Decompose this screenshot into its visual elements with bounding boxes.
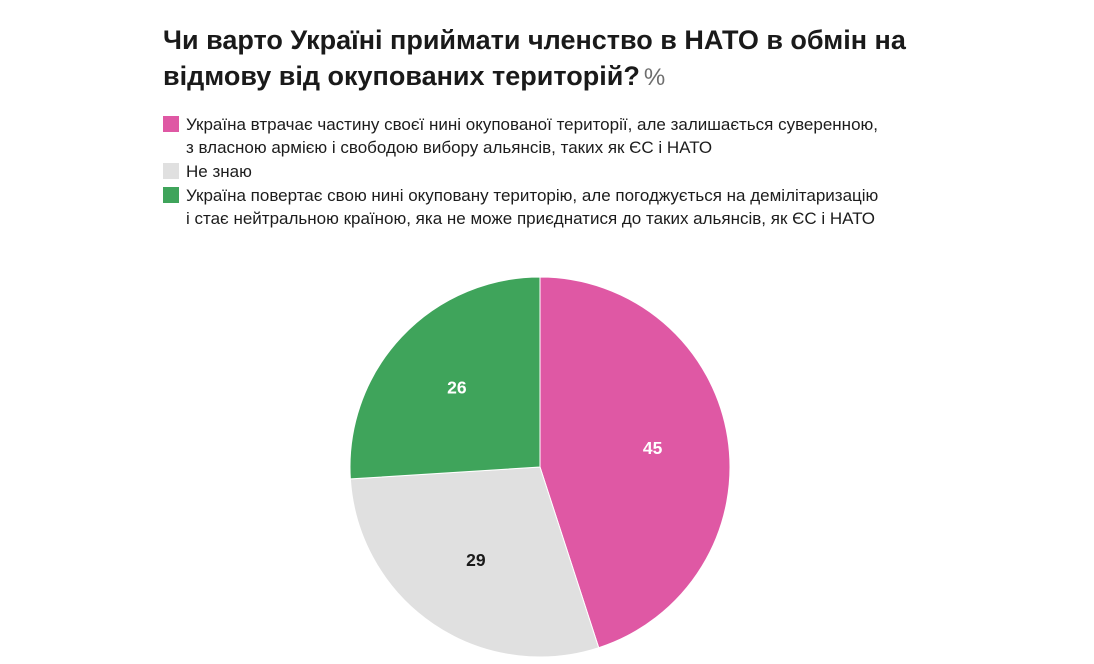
pie-slice-1[interactable] <box>349 466 600 658</box>
legend-item-1[interactable]: Не знаю <box>163 160 885 183</box>
legend-label: Не знаю <box>186 162 252 181</box>
pie-slice-value-0: 45 <box>643 438 663 458</box>
legend-swatch-icon <box>163 163 179 179</box>
legend-item-0[interactable]: Україна втрачає частину своєї нині окупо… <box>163 113 885 159</box>
chart-title: Чи варто Україні приймати членство в НАТ… <box>163 22 913 96</box>
legend-item-2[interactable]: Україна повертає свою нині окуповану тер… <box>163 184 885 230</box>
pie-slice-value-2: 26 <box>447 378 467 398</box>
chart-legend: Україна втрачає частину своєї нині окупо… <box>163 113 885 230</box>
legend-swatch-icon <box>163 187 179 203</box>
legend-label: Україна втрачає частину своєї нині окупо… <box>186 115 878 157</box>
legend-swatch-icon <box>163 116 179 132</box>
chart-header: Чи варто Україні приймати членство в НАТ… <box>163 22 933 231</box>
chart-title-unit: % <box>643 64 666 91</box>
chart-title-text: Чи варто Україні приймати членство в НАТ… <box>163 25 906 91</box>
pie-slice-value-1: 29 <box>466 550 486 570</box>
pie-slice-0[interactable] <box>539 276 731 649</box>
legend-label: Україна повертає свою нині окуповану тер… <box>186 186 879 228</box>
pie-slice-2[interactable] <box>349 276 541 480</box>
